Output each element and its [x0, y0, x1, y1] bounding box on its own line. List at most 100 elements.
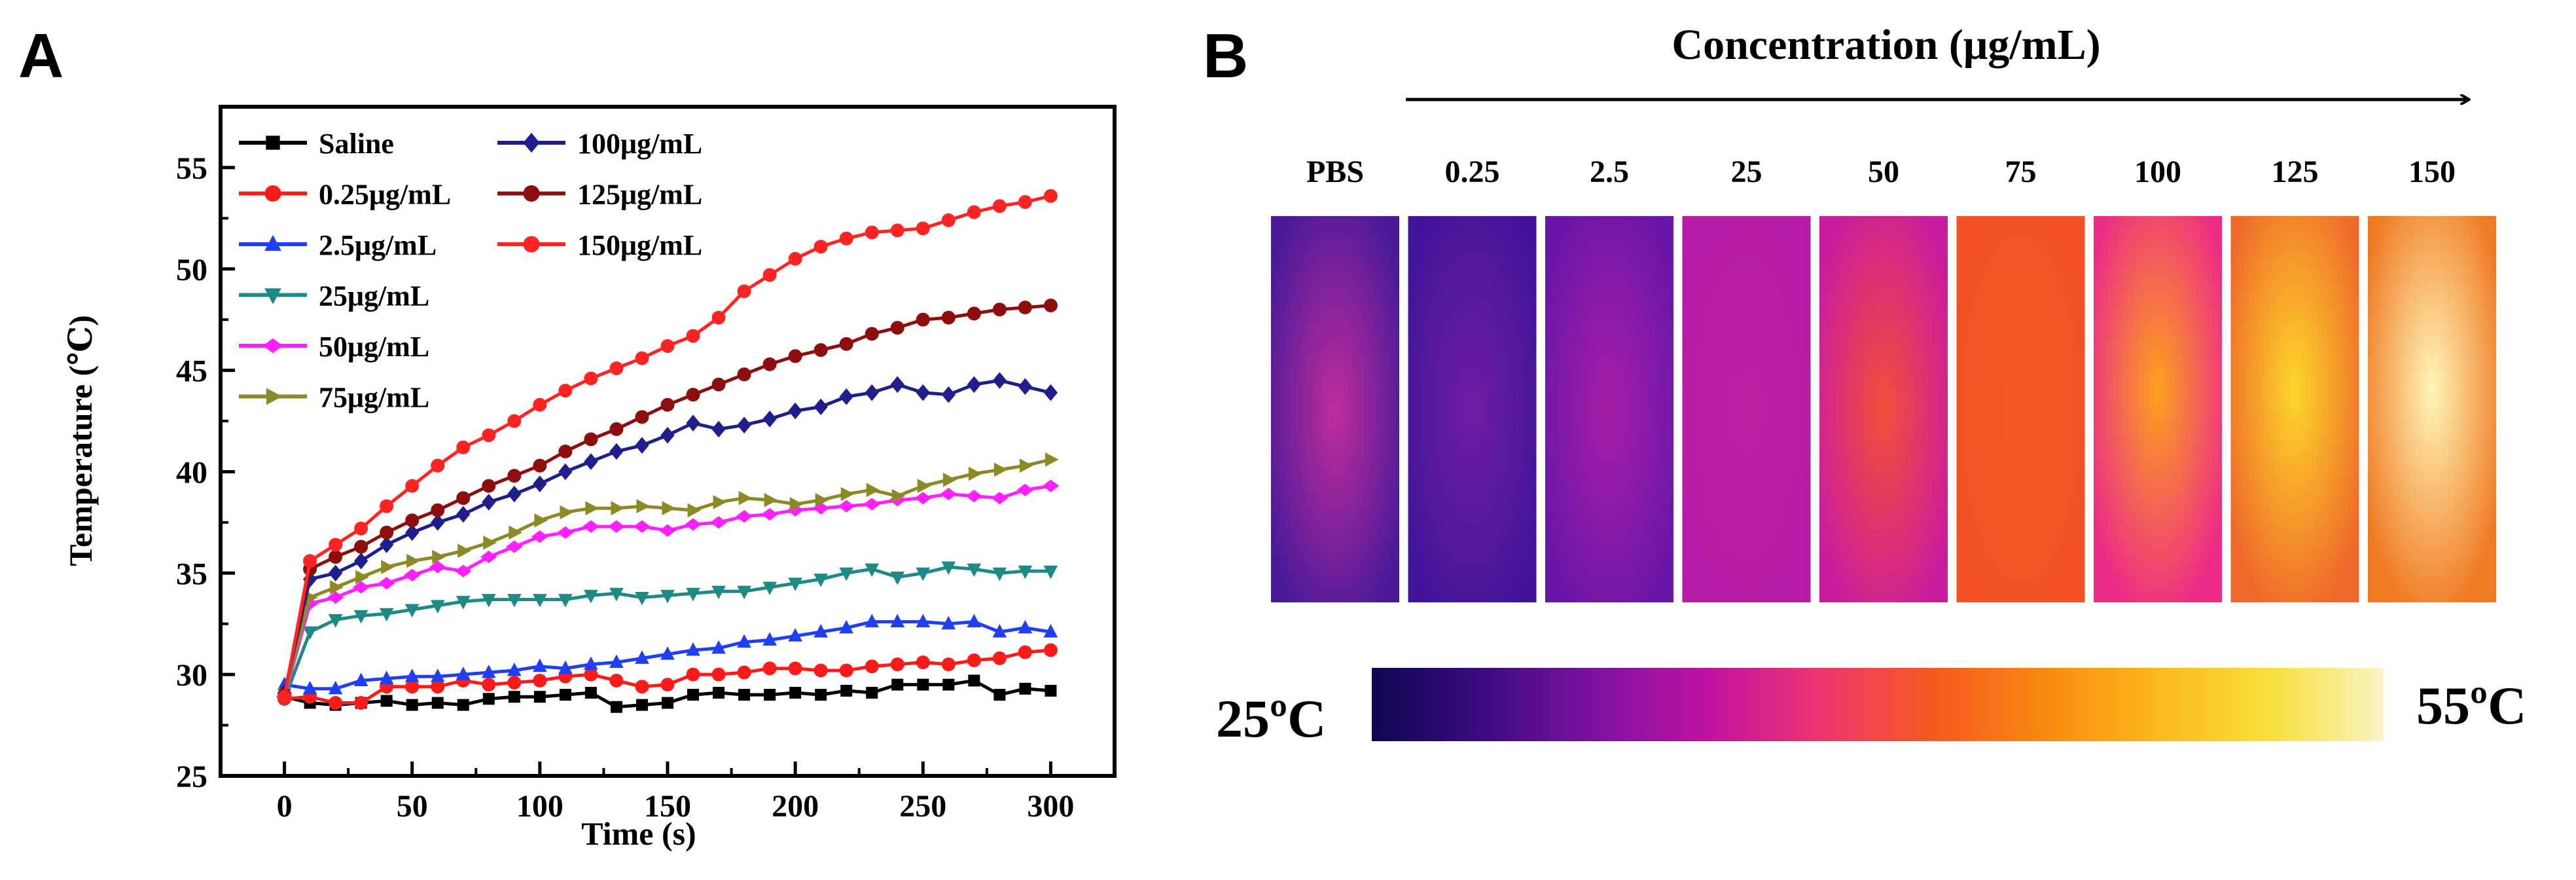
data-point: [557, 526, 574, 539]
data-point: [711, 310, 726, 325]
thermal-sample: 50: [1819, 155, 1948, 602]
data-point: [609, 361, 624, 376]
data-point: [353, 610, 368, 624]
data-point: [584, 589, 598, 604]
data-point: [404, 669, 420, 682]
data-point: [968, 674, 980, 687]
sample-label: PBS: [1306, 155, 1364, 189]
x-tick-label: 300: [1027, 789, 1074, 824]
legend-label: 50μg/mL: [319, 331, 429, 363]
data-point: [788, 628, 802, 642]
panel-b-label: B: [1203, 21, 1248, 91]
thermal-sample: 75: [1956, 155, 2085, 602]
data-point: [635, 351, 649, 365]
data-point: [405, 479, 420, 493]
series-3: [277, 561, 1058, 707]
legend-marker: [264, 185, 281, 202]
data-point: [380, 695, 393, 707]
legend-label: 150μg/mL: [577, 229, 702, 261]
thermal-hotspot: [1545, 216, 1673, 602]
data-point: [508, 691, 520, 703]
data-point: [635, 591, 649, 606]
data-point: [916, 567, 931, 581]
x-axis: 0 50 100 150 200 250 300: [277, 761, 1074, 824]
data-point: [761, 507, 778, 521]
data-point: [634, 520, 651, 533]
data-point: [840, 486, 855, 502]
data-point: [814, 240, 828, 254]
data-point: [940, 487, 957, 501]
data-point: [405, 524, 420, 541]
legend-label: 75μg/mL: [319, 382, 429, 414]
thermal-sample: 25: [1682, 155, 1811, 602]
data-point: [890, 571, 905, 585]
legend: Saline 0.25μg/mL 2.5μg/mL 25μg/mL 50μg/mL 75μ…: [239, 128, 702, 414]
data-point: [967, 653, 981, 667]
data-point: [891, 678, 904, 691]
data-point: [891, 488, 906, 504]
data-point: [789, 497, 804, 511]
series-layer: [276, 189, 1060, 713]
data-point: [584, 453, 598, 470]
data-point: [1043, 189, 1058, 203]
series-5: [279, 452, 1059, 702]
data-point: [941, 386, 956, 403]
data-point: [815, 492, 829, 507]
data-point: [430, 669, 445, 682]
data-point: [1018, 301, 1032, 315]
data-point: [1043, 565, 1058, 579]
data-point: [1018, 565, 1033, 579]
data-point: [710, 516, 727, 529]
data-point: [738, 689, 751, 701]
data-point: [916, 384, 930, 401]
data-point: [405, 513, 420, 528]
data-point: [764, 492, 778, 507]
y-tick-label: 55: [176, 151, 207, 186]
data-point: [968, 466, 982, 481]
data-point: [429, 560, 446, 574]
data-point: [480, 550, 497, 564]
series-2: [277, 614, 1058, 695]
data-point: [1018, 645, 1032, 659]
data-point: [302, 626, 317, 640]
data-point: [380, 536, 394, 553]
data-point: [635, 680, 649, 694]
data-point: [865, 659, 879, 674]
data-point: [507, 594, 522, 608]
data-point: [1045, 452, 1059, 467]
thermal-hotspot: [2094, 216, 2222, 602]
data-point: [965, 489, 983, 503]
data-point: [865, 327, 879, 341]
legend-marker: [523, 185, 540, 202]
data-point: [584, 432, 598, 447]
data-point: [481, 594, 496, 608]
data-point: [302, 680, 317, 695]
data-point: [507, 662, 522, 676]
series-7: [277, 299, 1058, 702]
data-point: [277, 689, 292, 704]
data-point: [686, 667, 700, 682]
data-point: [353, 672, 368, 686]
data-point: [737, 634, 751, 648]
data-point: [482, 428, 496, 443]
data-point: [993, 689, 1006, 701]
data-point: [916, 614, 931, 628]
data-point: [967, 205, 981, 219]
data-point: [635, 650, 649, 664]
data-point: [609, 587, 624, 602]
data-point: [533, 475, 547, 492]
data-point: [456, 505, 471, 523]
data-point: [711, 585, 726, 600]
data-point: [865, 384, 879, 401]
data-point: [686, 329, 700, 343]
data-point: [329, 550, 343, 564]
colorbar: [1372, 668, 2384, 741]
data-point: [863, 498, 881, 511]
data-point: [534, 513, 548, 528]
data-point: [866, 687, 878, 699]
data-point: [533, 673, 547, 688]
y-tick-label: 40: [176, 455, 207, 490]
data-point: [456, 596, 471, 610]
data-point: [659, 524, 676, 537]
series-4: [276, 479, 1060, 703]
